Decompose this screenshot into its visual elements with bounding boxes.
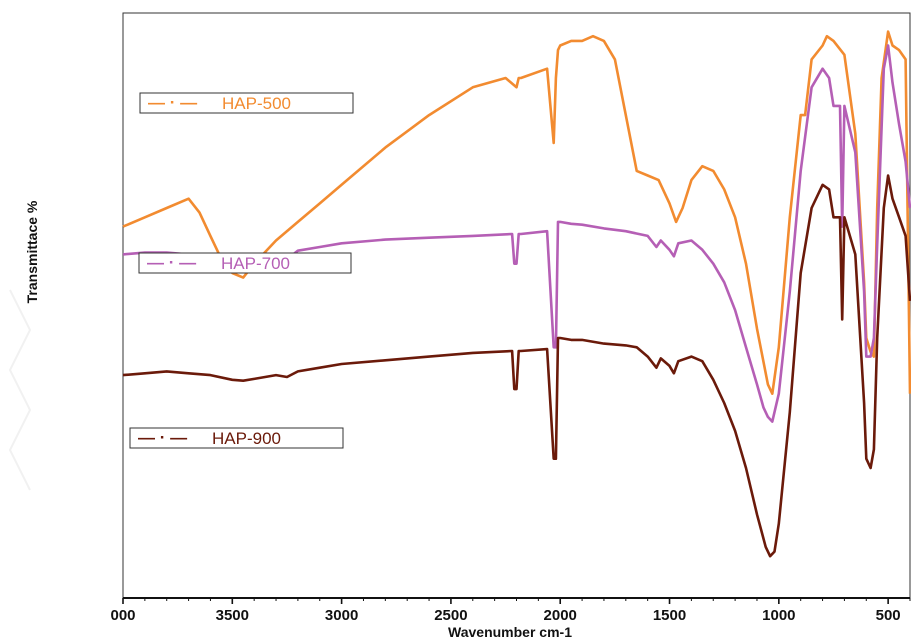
x-axis: 000 3500 3000 2500 2000 1500 1000 500 — [110, 597, 911, 624]
y-axis-title: Transmittace % — [24, 200, 40, 303]
series-line-hap-900 — [122, 174, 911, 558]
x-tick-label: 500 — [876, 607, 901, 624]
legend-item-hap-900: — · — HAP-900 — [129, 427, 344, 449]
x-axis-title: Wavenumber cm-1 — [448, 624, 572, 640]
x-tick-label: 1000 — [762, 607, 795, 624]
legend-item-hap-500: — · — HAP-500 — [139, 92, 354, 114]
watermark — [8, 289, 32, 491]
series-layer — [122, 30, 911, 558]
legend-box — [129, 427, 344, 449]
series-line-hap-500 — [122, 30, 911, 396]
legend-label: HAP-500 — [222, 94, 291, 113]
legend-label: HAP-900 — [212, 429, 281, 448]
series-line-hap-700 — [122, 44, 911, 423]
legend-box — [139, 92, 354, 114]
legend-swatch: — · — — [148, 93, 197, 112]
legend-swatch: — · — — [138, 428, 187, 447]
legend-swatch: — · — — [147, 253, 196, 272]
legend-box — [138, 252, 352, 274]
legend-item-hap-700: — · — HAP-700 — [138, 252, 352, 274]
legend-label: HAP-700 — [221, 254, 290, 273]
x-tick-label: 3000 — [325, 607, 358, 624]
x-tick-label: 2000 — [544, 607, 577, 624]
x-tick-label: 3500 — [216, 607, 249, 624]
x-tick-label: 2500 — [434, 607, 467, 624]
x-tick-label: 000 — [110, 607, 135, 624]
x-tick-label: 1500 — [653, 607, 686, 624]
legend: — · — HAP-500 — · — HAP-700 — · — HAP-900 — [129, 92, 354, 449]
